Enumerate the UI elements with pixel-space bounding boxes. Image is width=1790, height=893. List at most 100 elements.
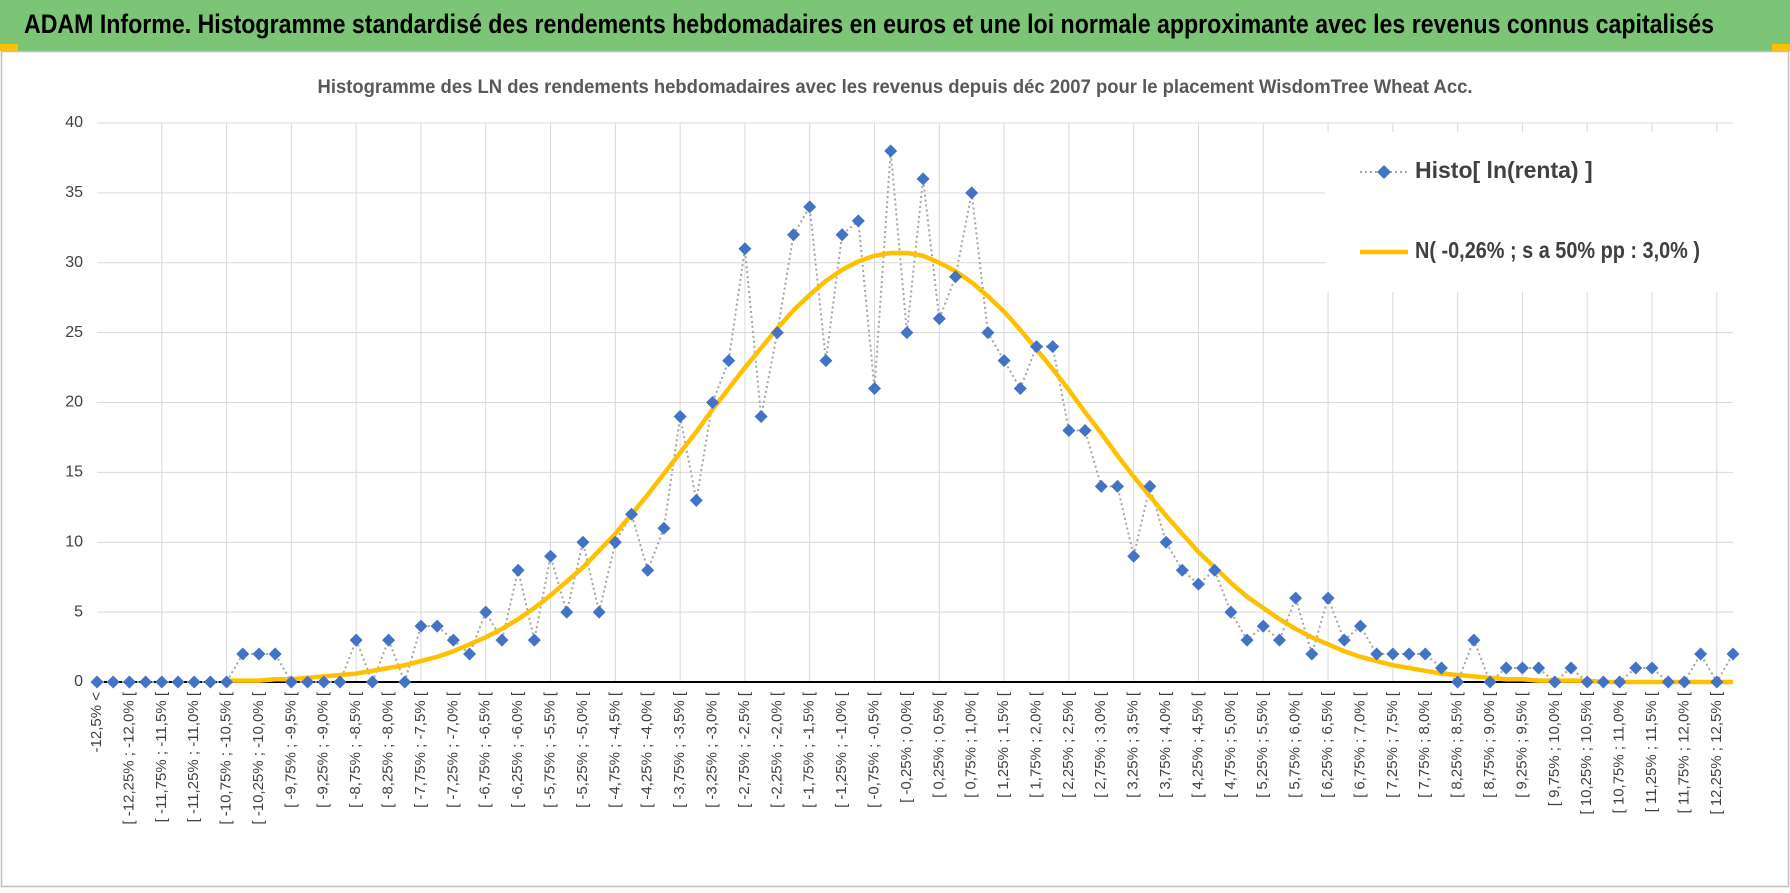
legend-swatch <box>1377 165 1391 179</box>
x-tick-label: [ 1,25% ; 1,5% [ <box>995 691 1012 798</box>
data-point <box>1272 633 1286 647</box>
x-tick-label: [ -11,75% ; -11,5% [ <box>153 691 170 822</box>
data-point <box>673 409 687 423</box>
x-tick-label: [ 6,75% ; 7,0% [ <box>1351 691 1368 798</box>
x-tick-label: [ -10,25% ; -10,0% [ <box>250 691 267 824</box>
x-tick-label: -12,5% < <box>88 692 105 753</box>
data-point <box>1613 675 1627 689</box>
x-tick-label: [ -7,25% ; -7,0% [ <box>444 691 461 808</box>
data-point <box>1175 563 1189 577</box>
y-tick-label: 10 <box>65 533 83 550</box>
data-point <box>900 326 914 340</box>
x-tick-label: [ 8,25% ; 8,5% [ <box>1449 691 1466 798</box>
data-point <box>268 647 282 661</box>
data-point <box>236 647 250 661</box>
x-tick-label: [ -11,25% ; -11,0% [ <box>185 691 202 822</box>
corner-accent <box>1772 44 1790 51</box>
data-point <box>868 382 882 396</box>
y-tick-label: 0 <box>74 673 83 690</box>
data-point <box>1224 605 1238 619</box>
x-tick-label: [ 11,25% ; 11,5% [ <box>1643 691 1660 812</box>
data-point <box>1467 633 1481 647</box>
y-tick-label: 20 <box>65 394 83 411</box>
x-tick-label: [ -0,75% ; -0,5% [ <box>865 691 882 808</box>
x-tick-label: [ 5,25% ; 5,5% [ <box>1254 691 1271 798</box>
data-point <box>1483 675 1497 689</box>
x-tick-label: [ 4,25% ; 4,5% [ <box>1189 691 1206 798</box>
x-tick-label: [ -0,25% ; 0,0% [ <box>898 691 915 803</box>
data-point <box>608 535 622 549</box>
series-line <box>226 250 1733 685</box>
data-point <box>754 409 768 423</box>
legend-label: N( -0,26% ; s a 50% pp : 3,0% ) <box>1415 237 1700 263</box>
data-point <box>1208 563 1222 577</box>
data-point <box>479 605 493 619</box>
data-point <box>90 675 104 689</box>
data-point <box>1127 549 1141 563</box>
data-point <box>1677 675 1691 689</box>
data-point <box>965 186 979 200</box>
x-tick-label: [ -8,25% ; -8,0% [ <box>380 691 397 808</box>
data-point <box>576 535 590 549</box>
data-point <box>1564 661 1578 675</box>
data-point <box>1240 633 1254 647</box>
data-point <box>203 675 217 689</box>
x-tick-label: [ -8,75% ; -8,5% [ <box>347 691 364 808</box>
data-point <box>1629 661 1643 675</box>
data-point <box>1078 423 1092 437</box>
data-point <box>382 633 396 647</box>
data-point <box>284 675 298 689</box>
data-point <box>1726 647 1740 661</box>
data-point <box>106 675 120 689</box>
data-point <box>592 605 606 619</box>
x-tick-label: [ 3,25% ; 3,5% [ <box>1125 691 1142 798</box>
x-tick-label: [ 0,75% ; 1,0% [ <box>963 691 980 798</box>
x-tick-label: [ 8,75% ; 9,0% [ <box>1481 691 1498 798</box>
header-title: ADAM Informe. Histogramme standardisé de… <box>24 9 1714 39</box>
x-tick-label: [ 5,75% ; 6,0% [ <box>1287 691 1304 798</box>
x-tick-label: [ 2,25% ; 2,5% [ <box>1060 691 1077 798</box>
x-tick-label: [ -6,25% ; -6,0% [ <box>509 691 526 808</box>
x-tick-label: [ 1,75% ; 2,0% [ <box>1027 691 1044 798</box>
legend-box <box>1325 132 1735 292</box>
x-tick-label: [ -10,75% ; -10,5% [ <box>218 691 235 824</box>
data-point <box>187 675 201 689</box>
x-tick-label: [ 9,25% ; 9,5% [ <box>1513 691 1530 798</box>
data-point <box>1353 619 1367 633</box>
data-point <box>1370 647 1384 661</box>
data-point <box>1143 479 1157 493</box>
y-tick-label: 35 <box>65 184 83 201</box>
data-point <box>252 647 266 661</box>
x-tick-label: [ 4,75% ; 5,0% [ <box>1222 691 1239 798</box>
data-point <box>1046 340 1060 354</box>
x-tick-label: [ -9,75% ; -9,5% [ <box>282 691 299 808</box>
data-point <box>495 633 509 647</box>
legend: Histo[ ln(renta) ] N( -0,26% ; s a 50% pp… <box>1325 132 1735 292</box>
data-point <box>544 549 558 563</box>
data-point <box>365 675 379 689</box>
data-point <box>1515 661 1529 675</box>
data-point <box>1013 382 1027 396</box>
data-point <box>301 675 315 689</box>
data-point <box>706 396 720 409</box>
x-tick-label: [ 0,25% ; 0,5% [ <box>930 691 947 798</box>
data-point <box>1110 479 1124 493</box>
data-point <box>1661 675 1675 689</box>
chart-title: Histogramme des LN des rendements hebdom… <box>318 77 1473 98</box>
data-point <box>1094 479 1108 493</box>
data-point <box>1596 675 1610 689</box>
data-point <box>1289 591 1303 605</box>
data-point <box>884 144 898 158</box>
data-point <box>1029 340 1043 354</box>
data-point <box>1256 619 1270 633</box>
y-tick-label: 15 <box>65 464 83 481</box>
data-point <box>1062 423 1076 437</box>
data-point <box>851 214 865 228</box>
data-point <box>997 354 1011 368</box>
data-point <box>122 675 136 689</box>
data-point <box>770 326 784 340</box>
y-tick-label: 25 <box>65 324 83 341</box>
data-point <box>932 312 946 326</box>
data-point <box>1532 661 1546 675</box>
